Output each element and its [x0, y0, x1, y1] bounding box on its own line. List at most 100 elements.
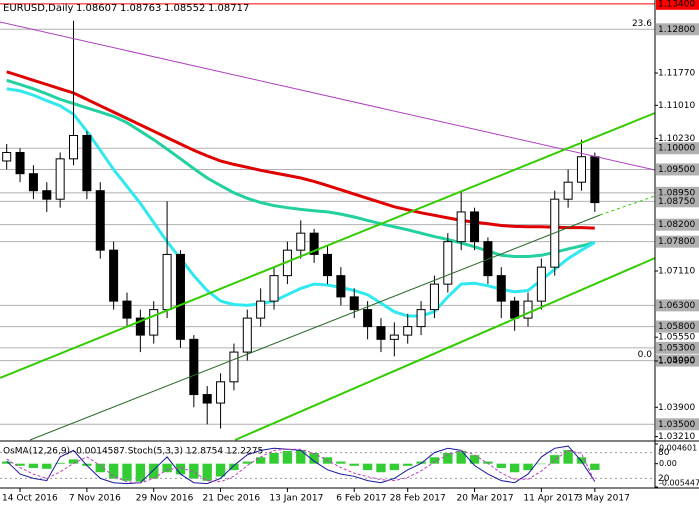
level-label-bg: [656, 341, 699, 354]
level-label: 1.05300: [658, 343, 695, 353]
moving-average: [6, 70, 595, 230]
osma-bar: [269, 452, 279, 464]
osma-bar: [28, 463, 39, 468]
osma-bar: [550, 455, 560, 464]
x-tick-label: 11 Apr 2017: [523, 494, 579, 504]
osma-bar: [95, 463, 105, 473]
candle-body: [456, 211, 466, 243]
osma-bar: [108, 463, 119, 479]
osma-bar: [68, 459, 79, 464]
candle-body: [202, 394, 212, 404]
level-label-bg: [656, 0, 699, 10]
candle-body: [349, 296, 359, 311]
osma-bar: [429, 457, 440, 464]
y-tick-label: 1.11770: [658, 69, 695, 79]
candle-body: [429, 283, 439, 311]
moving-average: [6, 78, 596, 258]
level-label: 1.08950: [658, 188, 695, 198]
level-label: 1.03500: [658, 420, 695, 430]
level-label-bg: [656, 235, 699, 248]
level-label: 1.08750: [658, 197, 695, 207]
level-label-bg: [656, 23, 699, 36]
candle-body: [483, 241, 493, 277]
candle-body: [296, 232, 306, 251]
candle-body: [322, 253, 333, 277]
candle-body: [122, 300, 132, 319]
x-tick-label: 14 Oct 2016: [2, 494, 58, 504]
level-label: 1.06300: [658, 301, 695, 311]
candle-body: [69, 134, 79, 160]
candle-body: [55, 158, 65, 200]
level-label: 1.10000: [658, 144, 695, 154]
candle-body: [336, 275, 346, 298]
osma-bar: [229, 463, 239, 471]
candle-body: [510, 300, 520, 319]
candle-body: [242, 317, 252, 353]
axes: [0, 0, 699, 489]
header-low: 1.08552: [164, 3, 205, 14]
y-tick-label: 1.03210: [658, 432, 695, 442]
candle-body: [363, 309, 373, 328]
candle-body: [256, 300, 266, 319]
candle-body: [28, 173, 38, 192]
level-label-bg: [656, 299, 699, 312]
x-tick-label: 28 Feb 2017: [390, 494, 446, 504]
level-label-bg: [656, 163, 699, 176]
osma-bar: [242, 461, 252, 464]
level-label: 1.13400: [658, 0, 695, 9]
osma-tick-label: -0.005447: [659, 479, 699, 488]
osma-bar: [55, 462, 65, 464]
candle-body: [470, 211, 480, 243]
osma-bar: [536, 463, 547, 465]
osma-tick-label: 0.004601: [659, 444, 697, 453]
level-label: 1.05000: [658, 356, 695, 366]
osma-bar: [362, 463, 373, 471]
osma-bar: [202, 463, 212, 481]
x-tick-label: 20 Mar 2017: [457, 494, 514, 504]
candle-body: [496, 275, 506, 302]
candle-body: [576, 156, 586, 183]
candle-body: [175, 253, 185, 340]
osma-bar: [376, 463, 386, 473]
candle-body: [563, 181, 573, 200]
osma-bar: [162, 463, 172, 473]
osma-bar: [15, 463, 25, 466]
indicator-label: OsMA(12,26,9) -0.0014587 Stoch(5,3,3) 12…: [3, 447, 263, 457]
osma-bar: [189, 463, 199, 479]
level-label-bg: [656, 195, 699, 208]
osma-bar: [349, 463, 359, 466]
osma-bar: [135, 463, 146, 482]
y-tick-label: 1.03900: [658, 403, 695, 413]
stoch-main: [6, 445, 596, 485]
osma-bar: [523, 463, 533, 471]
level-label: 1.07800: [658, 237, 695, 247]
header-close: 1.08717: [208, 3, 249, 14]
candle-body: [523, 300, 533, 319]
candle-body: [376, 326, 386, 340]
candle-body: [229, 351, 239, 383]
fib-label: 0.0: [638, 350, 653, 360]
candle-body: [189, 338, 199, 396]
candle-body: [42, 190, 52, 200]
candle-body: [15, 151, 25, 175]
level-label-bg: [656, 418, 699, 431]
channel-upper: [0, 112, 656, 379]
candle-body: [443, 241, 453, 285]
osma-bar: [563, 449, 573, 464]
level-label-bg: [656, 218, 699, 231]
level-label-bg: [656, 320, 699, 333]
osma-bar: [282, 450, 293, 464]
candle-body: [109, 249, 119, 302]
osma-bar: [389, 463, 400, 471]
stoch-tick-label: 80: [658, 448, 670, 458]
fib-label: 23.6: [632, 19, 652, 29]
price-panel: [0, 3, 655, 429]
level-label: 1.12800: [658, 25, 695, 35]
osma-bar: [309, 452, 319, 464]
candle-body: [389, 334, 399, 340]
channel-mid: [29, 214, 601, 441]
symbol-header: EURUSD,Daily: [3, 3, 74, 14]
osma-bar: [175, 463, 186, 475]
candle-body: [95, 190, 105, 251]
